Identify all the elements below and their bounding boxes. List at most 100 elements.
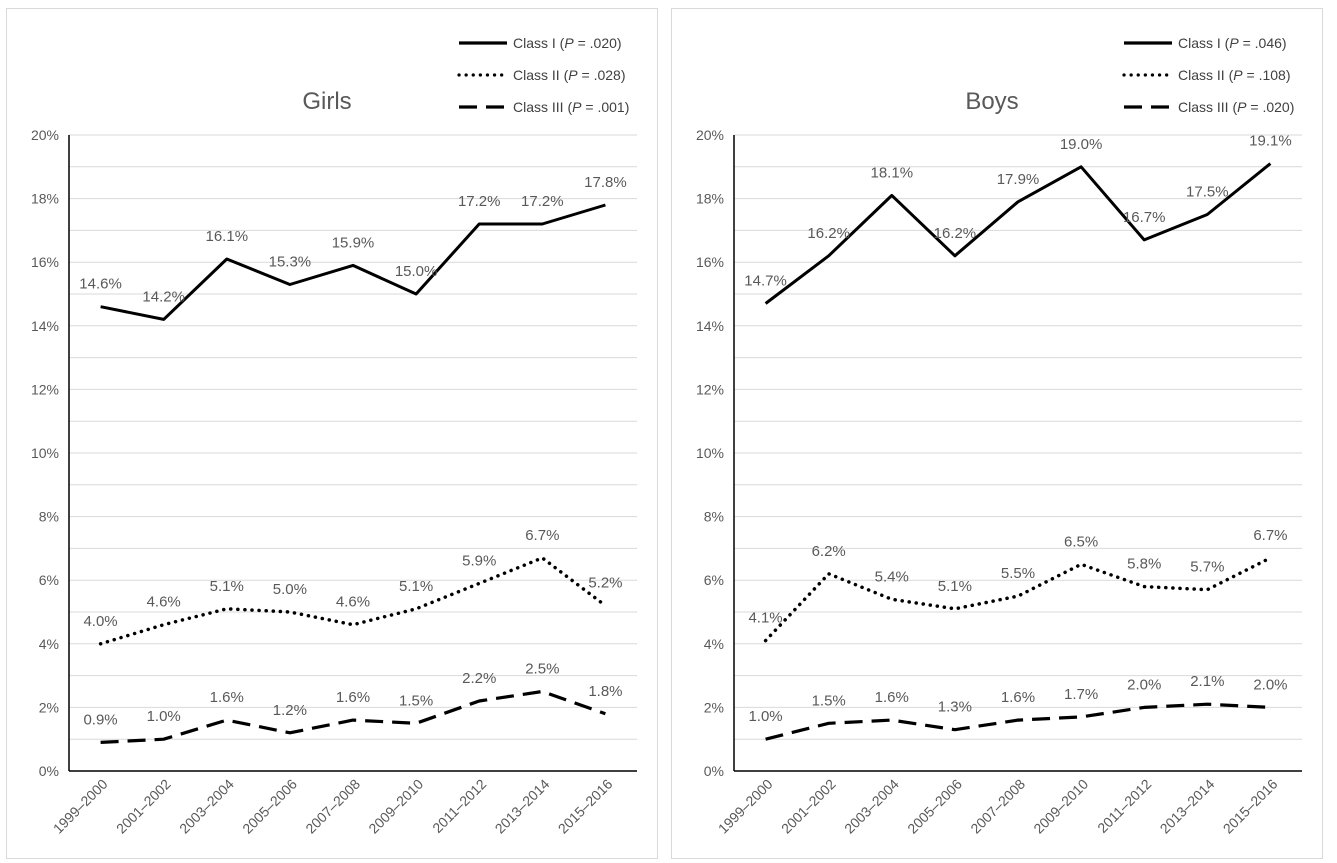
data-label: 17.9% — [997, 171, 1040, 188]
y-tick-label: 14% — [31, 318, 59, 334]
legend-open-paren: ( — [1225, 67, 1234, 83]
legend-equals: = — [1243, 67, 1259, 83]
data-label: 1.8% — [588, 683, 622, 700]
x-tick-label: 2003–2004 — [841, 776, 902, 837]
data-label: 5.2% — [588, 575, 622, 592]
legend-series-name: Class II — [513, 67, 560, 83]
boys-chart-title: Boys — [965, 88, 1018, 115]
data-label: 16.7% — [1123, 209, 1166, 226]
y-tick-label: 10% — [696, 445, 724, 461]
legend-close-paren: ) — [1286, 67, 1291, 83]
y-tick-label: 0% — [704, 763, 724, 779]
x-tick-label: 2013–2014 — [1157, 776, 1218, 837]
data-label: 0.9% — [83, 711, 117, 728]
boys-class-i-line — [764, 162, 1272, 305]
legend-p-value: .108 — [1259, 67, 1286, 83]
data-label: 6.7% — [525, 527, 559, 544]
data-label: 14.7% — [744, 273, 787, 290]
boys-class-iii-line — [765, 702, 1271, 741]
boys-gridlines — [734, 134, 1302, 740]
legend-series-name: Class III — [1178, 99, 1229, 115]
data-label: 5.7% — [1190, 559, 1224, 576]
legend-equals: = — [1239, 35, 1255, 51]
legend-item-class-ii: Class II (P = .028) — [457, 67, 626, 83]
data-label: 4.6% — [336, 594, 370, 611]
legend-close-paren: ) — [1290, 99, 1295, 115]
x-tick-label: 2013–2014 — [492, 776, 553, 837]
legend-equals: = — [581, 99, 597, 115]
x-tick-label: 2005–2006 — [239, 776, 300, 837]
x-tick-label: 1999–2000 — [715, 776, 776, 837]
y-tick-label: 18% — [696, 191, 724, 207]
girls-class-iii-line — [100, 689, 606, 744]
legend-equals: = — [574, 35, 590, 51]
legend-p-value: .046 — [1255, 35, 1282, 51]
x-tick-label: 2005–2006 — [904, 776, 965, 837]
x-tick-label: 2009–2010 — [1030, 776, 1091, 837]
data-label: 1.6% — [336, 689, 370, 706]
data-label: 17.2% — [521, 193, 564, 210]
y-tick-label: 16% — [31, 254, 59, 270]
legend-p-value: .001 — [597, 99, 624, 115]
legend-series-name: Class I — [513, 35, 556, 51]
data-label: 15.3% — [269, 253, 312, 270]
y-tick-label: 8% — [704, 509, 724, 525]
data-label: 18.1% — [871, 164, 914, 181]
boys-class-ii-line — [763, 556, 1273, 643]
legend-p-value: .020 — [590, 35, 617, 51]
y-tick-label: 2% — [704, 699, 724, 715]
data-label: 2.1% — [1190, 673, 1224, 690]
data-label: 5.1% — [210, 578, 244, 595]
data-label: 5.8% — [1127, 556, 1161, 573]
legend-open-paren: ( — [560, 67, 569, 83]
legend-p-symbol: P — [1233, 67, 1243, 83]
data-label: 15.0% — [395, 263, 438, 280]
legend-p-value: .028 — [594, 67, 621, 83]
legend-series-name: Class III — [513, 99, 564, 115]
boys-x-axis-ticks: 1999–2000 2001–2002 2003–2004 2005–2006 2007… — [715, 776, 1281, 837]
girls-class-i-data-labels: 14.6% 14.2% 16.1% 15.3% 15.9% 15.0% 17.2% 17.2%… — [79, 174, 626, 305]
y-tick-label: 12% — [31, 381, 59, 397]
data-label: 2.5% — [525, 661, 559, 678]
data-label: 1.6% — [210, 689, 244, 706]
legend-label: Class I (P = .020) — [513, 35, 622, 51]
x-tick-label: 2001–2002 — [113, 776, 174, 837]
legend-item-class-i: Class I (P = .046) — [1124, 35, 1287, 51]
data-label: 1.6% — [875, 689, 909, 706]
legend-close-paren: ) — [621, 67, 626, 83]
data-label: 19.1% — [1249, 133, 1292, 150]
legend-p-symbol: P — [1229, 35, 1239, 51]
y-tick-label: 18% — [31, 191, 59, 207]
girls-chart-svg: 0%2%4%6%8%10%12%14%16%18%20%1999–2000 200… — [31, 35, 637, 837]
legend-p-symbol: P — [572, 99, 582, 115]
girls-y-axis-ticks: 0% 2% 4% 6% 8% 10% 12% 14% 16% 18% 20% — [31, 127, 59, 779]
boys-y-axis-ticks: 0% 2% 4% 6% 8% 10% 12% 14% 16% 18% 20% — [696, 127, 724, 779]
y-tick-label: 10% — [31, 445, 59, 461]
y-tick-label: 16% — [696, 254, 724, 270]
data-label: 1.2% — [273, 702, 307, 719]
data-label: 1.5% — [399, 692, 433, 709]
data-label: 4.6% — [147, 594, 181, 611]
data-label: 4.0% — [83, 613, 117, 630]
data-label: 5.5% — [1001, 565, 1035, 582]
x-tick-label: 1999–2000 — [50, 776, 111, 837]
legend-close-paren: ) — [617, 35, 622, 51]
legend-label: Class III (P = .020) — [1178, 99, 1294, 115]
boys-chart-svg: 0%2%4%6%8%10%12%14%16%18%20%1999–2000 200… — [696, 35, 1302, 837]
boys-class-i-data-labels: 14.7% 16.2% 18.1% 16.2% 17.9% 19.0% 16.7% 17.5%… — [744, 133, 1291, 290]
y-tick-label: 12% — [696, 381, 724, 397]
y-tick-label: 2% — [39, 699, 59, 715]
legend-open-paren: ( — [1229, 99, 1238, 115]
y-tick-label: 14% — [696, 318, 724, 334]
legend-close-paren: ) — [1282, 35, 1287, 51]
legend-p-symbol: P — [568, 67, 578, 83]
x-tick-label: 2003–2004 — [176, 776, 237, 837]
data-label: 1.0% — [748, 708, 782, 725]
legend-item-class-ii: Class II (P = .108) — [1122, 67, 1291, 83]
legend-item-class-iii: Class III (P = .020) — [1124, 99, 1294, 115]
girls-class-ii-data-labels: 4.0% 4.6% 5.1% 5.0% 4.6% 5.1% 5.9% 6.7% 5.2% — [83, 527, 622, 630]
legend-equals: = — [578, 67, 594, 83]
y-tick-label: 4% — [39, 636, 59, 652]
legend-close-paren: ) — [625, 99, 630, 115]
data-label: 6.5% — [1064, 533, 1098, 550]
